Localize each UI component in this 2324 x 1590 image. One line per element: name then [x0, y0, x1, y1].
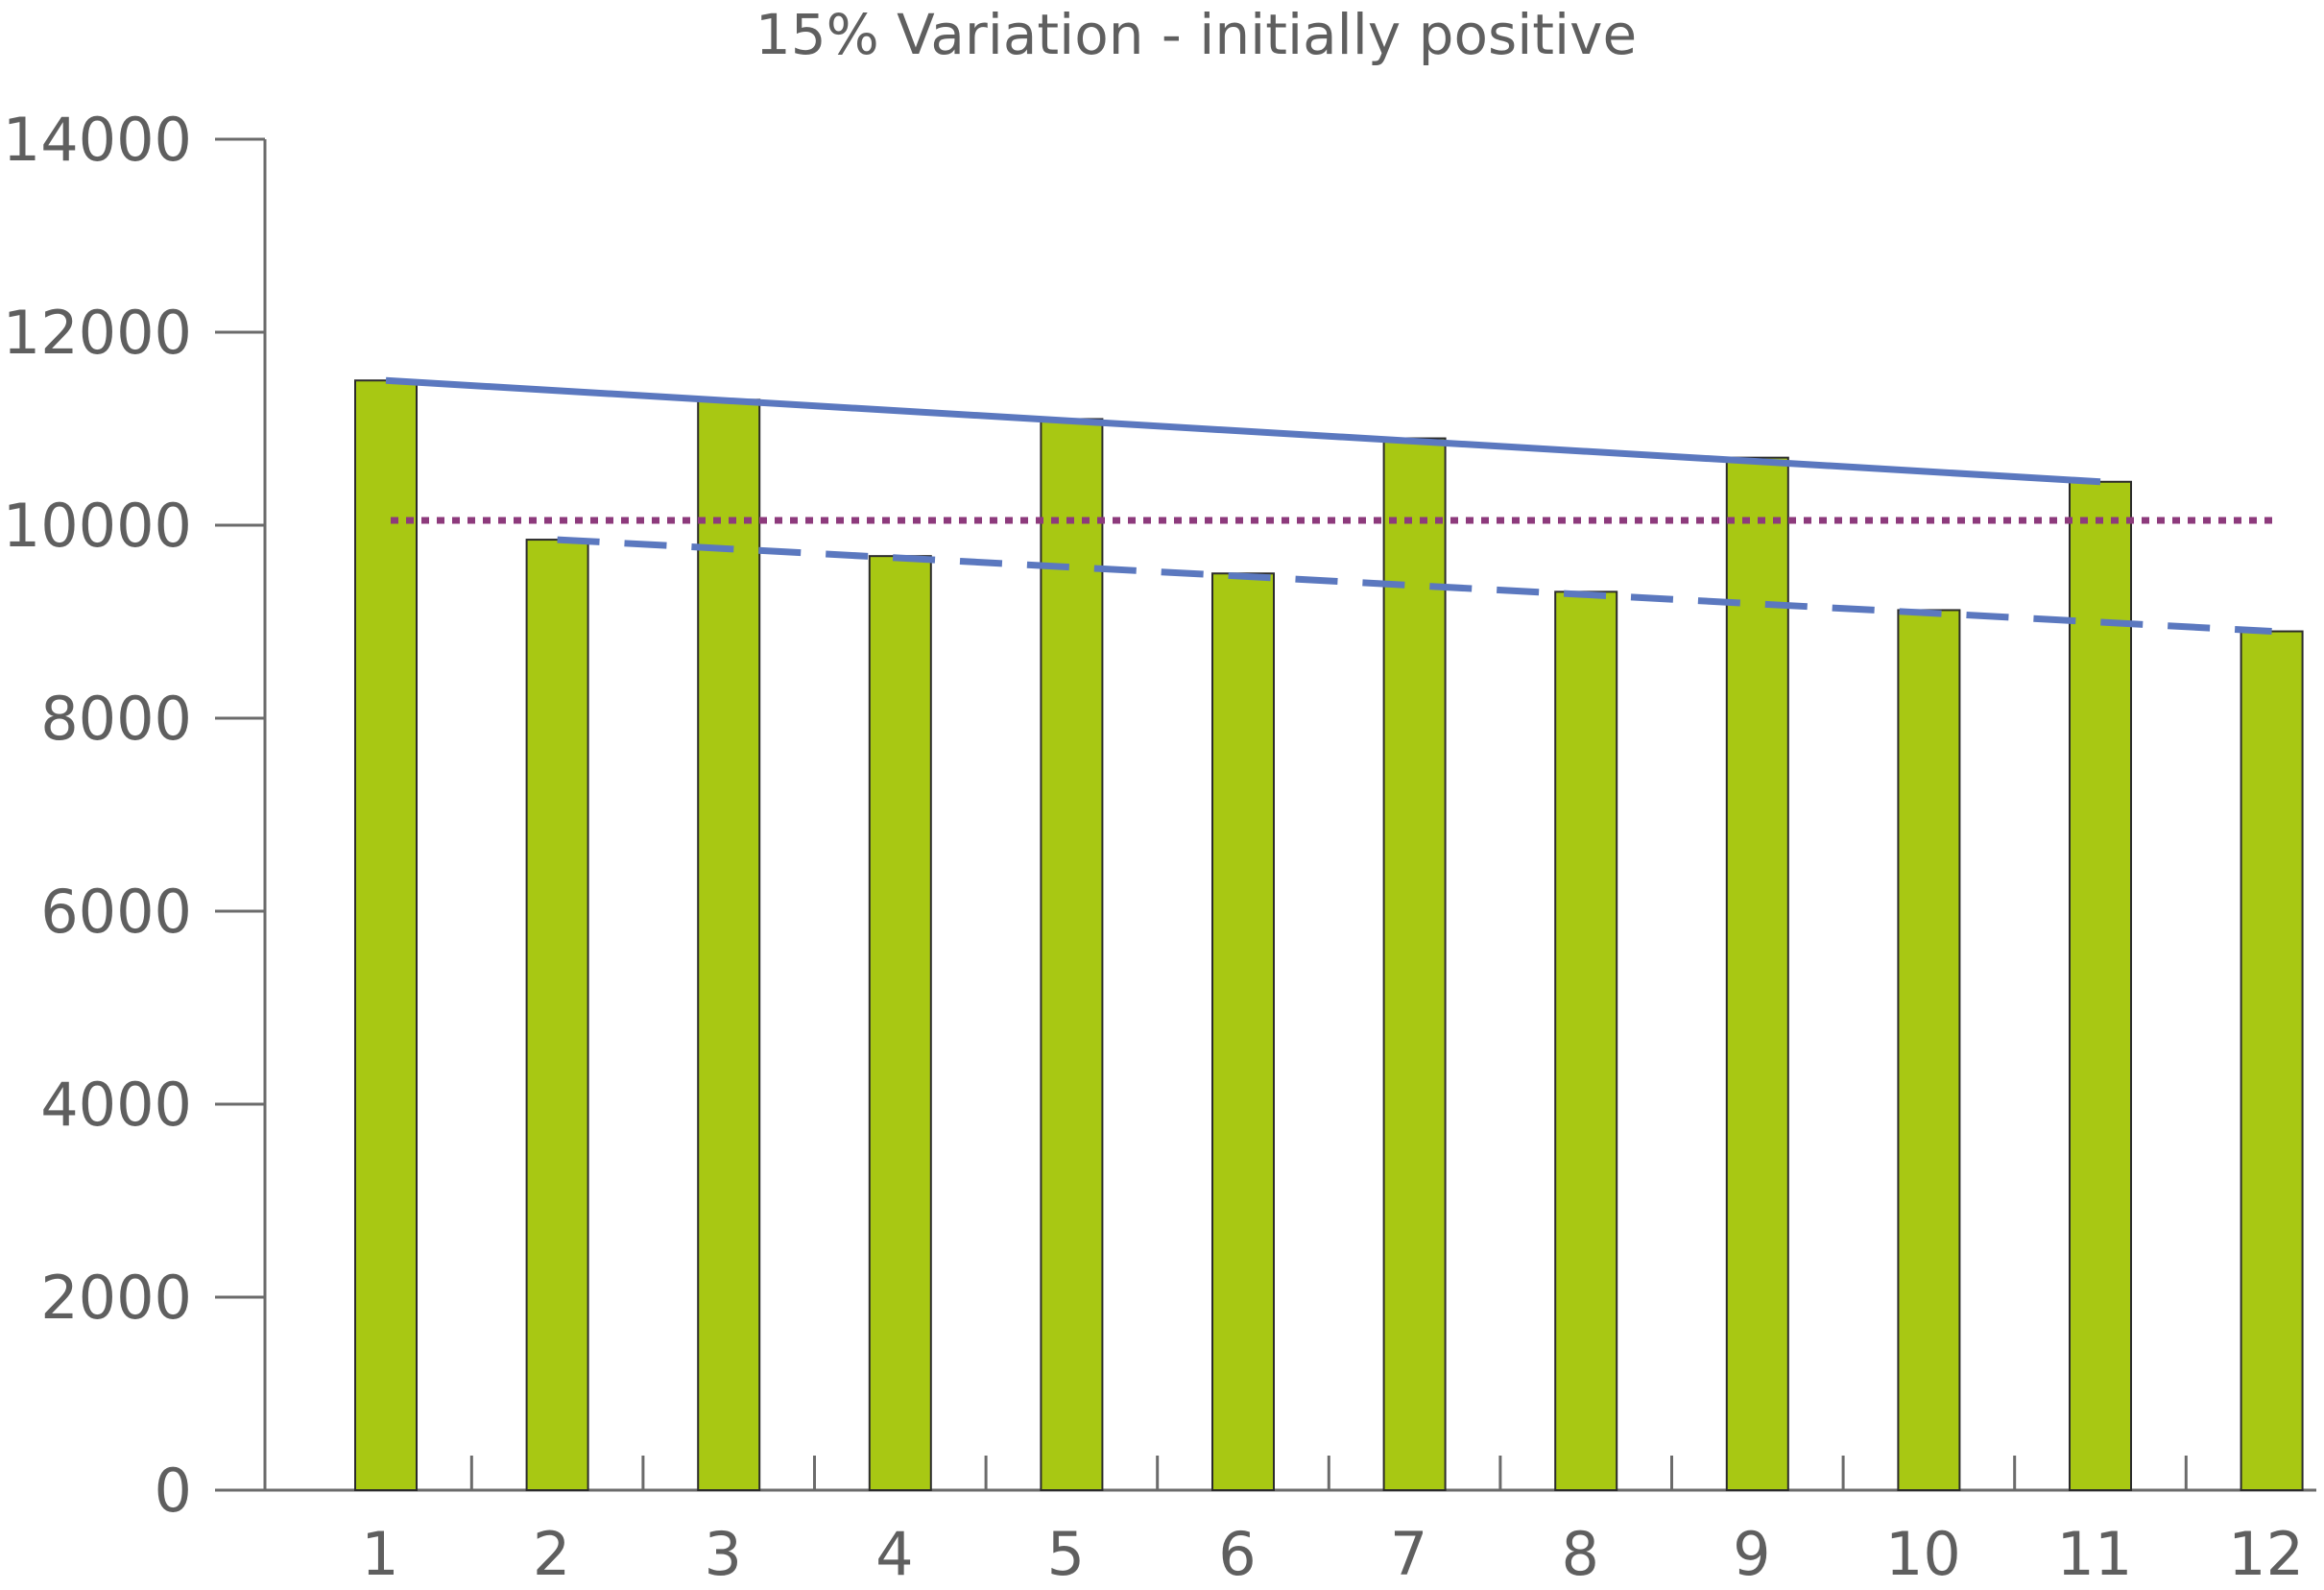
bar-9 [1725, 456, 1789, 1491]
bar-4 [868, 555, 932, 1491]
bar-1 [354, 379, 418, 1491]
bar-3 [697, 398, 761, 1492]
bar-6 [1211, 572, 1275, 1491]
bar-2 [525, 539, 589, 1491]
x-tick-label: 5 [1047, 1519, 1085, 1589]
trend-line-dashed [557, 536, 2272, 636]
y-tick-label: 8000 [40, 684, 192, 754]
bars [354, 379, 2304, 1492]
y-tick-label: 12000 [3, 298, 192, 368]
bar-8 [1554, 590, 1618, 1491]
y-tick-label: 2000 [40, 1263, 192, 1333]
x-tick-label: 11 [2057, 1519, 2133, 1589]
bar-11 [2069, 480, 2132, 1491]
x-tick-label: 2 [533, 1519, 570, 1589]
bar-10 [1897, 609, 1961, 1491]
x-tick-label: 1 [361, 1519, 398, 1589]
trend-line-solid [385, 376, 2101, 486]
trend-lines [385, 376, 2277, 636]
y-tick-label: 0 [155, 1456, 192, 1526]
y-tick-label: 6000 [40, 877, 192, 947]
x-tick-label: 3 [704, 1519, 741, 1589]
x-tick-label: 10 [1885, 1519, 1961, 1589]
bar-7 [1382, 437, 1447, 1491]
y-tick-label: 10000 [3, 491, 192, 561]
axes [215, 137, 2316, 1492]
x-tick-label: 7 [1390, 1519, 1427, 1589]
x-tick-label: 8 [1561, 1519, 1598, 1589]
x-tick-label: 4 [875, 1519, 913, 1589]
y-tick-label: 4000 [40, 1070, 192, 1140]
y-tick-label: 14000 [3, 105, 192, 175]
bar-12 [2240, 630, 2304, 1491]
chart-title: 15% Variation - initially positive [755, 2, 1637, 67]
bar-5 [1040, 418, 1104, 1492]
x-tick-label: 12 [2228, 1519, 2304, 1589]
x-tick-label: 6 [1218, 1519, 1256, 1589]
x-tick-label: 9 [1733, 1519, 1770, 1589]
